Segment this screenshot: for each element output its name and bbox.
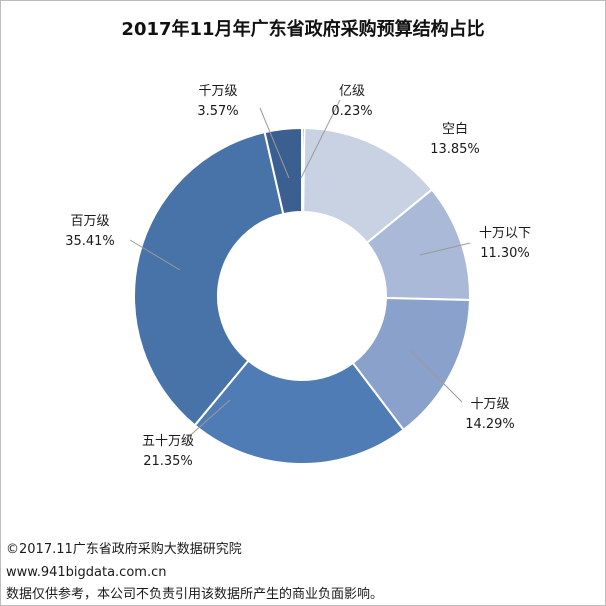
slice-千万级 [263, 126, 303, 216]
slices-group [133, 126, 471, 465]
labels-group: 亿级 0.23% 空白 13.85% 十万以下 11.30% 十万级 14.29% 五十万级 21… [65, 84, 531, 469]
leader-line-十万以下 [419, 242, 471, 256]
slice-value-千万级: 3.57% [197, 104, 238, 119]
slice-value-十万级: 14.29% [465, 417, 515, 432]
leader-lines-group [129, 99, 471, 441]
leader-line-百万级 [129, 239, 181, 271]
leader-line-十万级 [409, 349, 463, 403]
slice-label-十万级: 十万级 [470, 397, 509, 412]
slice-label-十万以下: 十万以下 [479, 226, 531, 241]
slice-value-亿级: 0.23% [331, 104, 372, 119]
leader-line-五十万级 [184, 399, 231, 441]
slice-value-百万级: 35.41% [65, 234, 115, 249]
slice-五十万级 [193, 359, 405, 465]
slice-value-十万以下: 11.30% [480, 246, 530, 261]
slice-value-空白: 13.85% [430, 142, 480, 157]
slice-label-百万级: 百万级 [70, 214, 109, 229]
slice-label-五十万级: 五十万级 [142, 434, 194, 449]
slice-value-五十万级: 21.35% [143, 454, 193, 469]
footer-disclaimer: 数据仅供参考，本公司不负责引用该数据所产生的商业负面影响。 [6, 587, 384, 602]
leader-line-亿级 [300, 99, 341, 179]
slice-label-空白: 空白 [442, 121, 468, 137]
slice-label-亿级: 亿级 [339, 84, 365, 99]
slice-百万级 [133, 131, 285, 427]
footer-copyright: ©2017.11广东省政府采购大数据研究院 [6, 542, 242, 557]
footer-website[interactable]: www.941bigdata.com.cn [6, 565, 167, 580]
chart-title: 2017年11月年广东省政府采购预算结构占比 [121, 18, 484, 40]
slice-label-千万级: 千万级 [198, 84, 237, 99]
leader-line-千万级 [259, 107, 290, 179]
